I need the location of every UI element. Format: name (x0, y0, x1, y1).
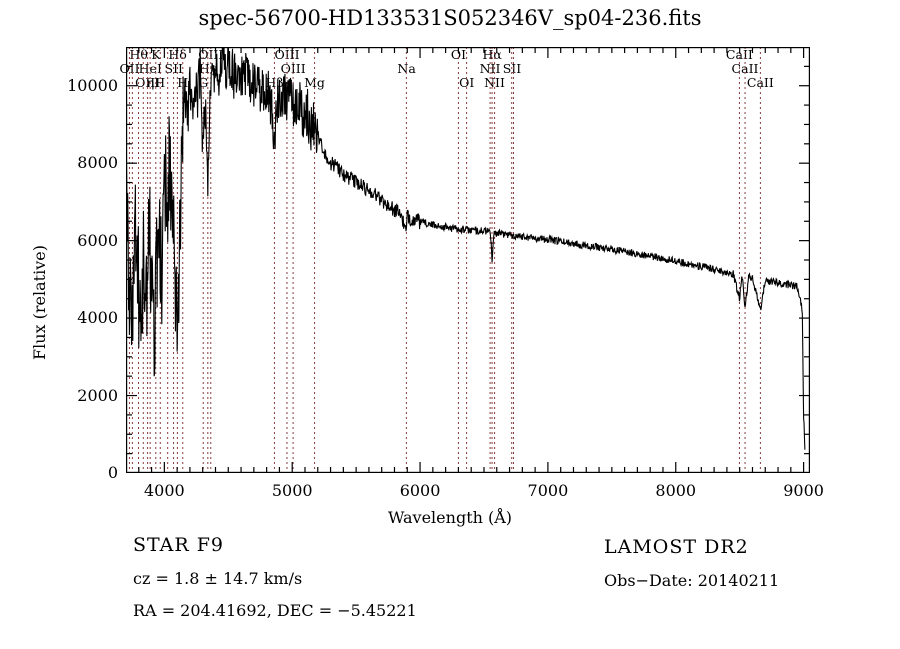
spectral-line-label: CaII (725, 47, 753, 62)
object-class-label: STAR F9 (133, 534, 224, 556)
y-tick-label: 2000 (77, 385, 118, 405)
obs-date-label: Obs−Date: 20140211 (604, 571, 780, 590)
spectrum-curve (126, 47, 806, 450)
x-axis-label: Wavelength (Å) (387, 508, 513, 527)
y-tick-label: 4000 (77, 308, 118, 328)
spectrum-svg (126, 47, 810, 473)
x-tick-label: 4000 (143, 481, 185, 500)
x-tick-label: 7000 (527, 481, 569, 500)
y-axis-label: Flux (relative) (30, 245, 49, 360)
axis-tick-marks (126, 47, 810, 473)
y-tick-label: 6000 (77, 230, 118, 250)
plot-area (126, 47, 810, 473)
spectral-line-label: Hδ (168, 47, 187, 62)
x-tick-label: 8000 (655, 481, 697, 500)
y-tick-label: 0 (107, 463, 118, 482)
spectral-line-label: K (151, 47, 161, 62)
coordinates-label: RA = 204.41692, DEC = −5.45221 (133, 601, 417, 620)
page-title: spec-56700-HD133531S052346V_sp04-236.fit… (198, 6, 702, 30)
x-tick-label: 9000 (783, 481, 824, 500)
y-tick-label: 10000 (67, 75, 118, 95)
plot-frame (126, 47, 810, 473)
redshift-velocity-label: cz = 1.8 ± 14.7 km/s (133, 569, 303, 588)
spectral-line-label: OI (450, 47, 467, 62)
x-tick-label: 6000 (399, 481, 441, 500)
y-tick-label: 8000 (77, 153, 118, 173)
x-tick-label: 5000 (271, 481, 313, 500)
survey-label: LAMOST DR2 (604, 536, 749, 558)
